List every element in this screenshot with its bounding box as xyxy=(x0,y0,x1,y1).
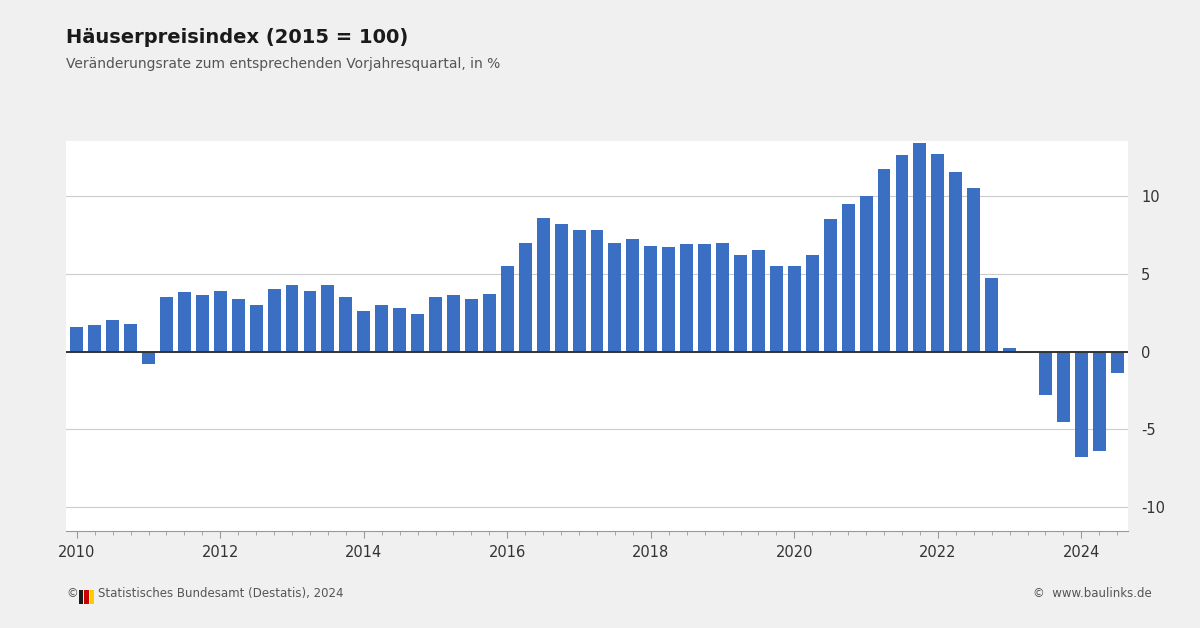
Bar xyxy=(178,293,191,352)
Text: Häuserpreisindex (2015 = 100): Häuserpreisindex (2015 = 100) xyxy=(66,28,408,47)
Bar xyxy=(214,291,227,352)
Bar xyxy=(464,298,478,352)
Bar xyxy=(304,291,317,352)
Bar xyxy=(500,266,514,352)
Bar xyxy=(877,170,890,352)
Bar xyxy=(340,297,353,352)
Bar xyxy=(536,218,550,352)
Bar xyxy=(322,284,335,352)
Bar xyxy=(394,308,406,352)
Bar xyxy=(106,320,119,352)
Text: ©: © xyxy=(66,587,78,600)
Bar xyxy=(268,290,281,352)
Bar xyxy=(662,247,676,352)
Bar xyxy=(806,255,818,352)
Bar xyxy=(430,297,442,352)
Bar xyxy=(590,230,604,352)
Bar xyxy=(1093,352,1105,452)
Bar xyxy=(680,244,694,352)
Bar xyxy=(698,244,712,352)
Bar xyxy=(859,196,872,352)
Bar xyxy=(142,352,155,364)
Bar xyxy=(518,242,532,352)
Bar xyxy=(895,155,908,352)
Bar xyxy=(949,173,962,352)
Bar xyxy=(734,255,746,352)
Bar xyxy=(716,242,730,352)
Bar xyxy=(250,305,263,352)
Bar xyxy=(71,327,83,352)
Bar xyxy=(1075,352,1088,457)
Bar xyxy=(1039,352,1052,395)
Bar xyxy=(626,239,640,352)
Bar xyxy=(358,311,371,352)
Text: Veränderungsrate zum entsprechenden Vorjahresquartal, in %: Veränderungsrate zum entsprechenden Vorj… xyxy=(66,57,500,70)
Bar xyxy=(124,323,137,352)
Bar xyxy=(232,298,245,352)
Text: Statistisches Bundesamt (Destatis), 2024: Statistisches Bundesamt (Destatis), 2024 xyxy=(98,587,344,600)
Bar xyxy=(788,266,800,352)
Bar xyxy=(196,296,209,352)
Bar xyxy=(89,325,101,352)
Bar xyxy=(823,219,836,352)
Bar xyxy=(1021,352,1034,353)
Bar xyxy=(770,266,782,352)
Bar xyxy=(572,230,586,352)
Bar xyxy=(1057,352,1070,421)
Bar xyxy=(752,251,764,352)
Bar xyxy=(913,143,926,352)
Bar xyxy=(608,242,622,352)
Bar xyxy=(286,284,299,352)
Bar xyxy=(554,224,568,352)
Bar xyxy=(1111,352,1123,374)
Bar xyxy=(376,305,388,352)
Bar xyxy=(967,188,980,352)
Bar xyxy=(644,246,658,352)
Bar xyxy=(448,296,460,352)
Bar xyxy=(841,203,854,352)
Bar xyxy=(1003,349,1016,352)
Bar xyxy=(160,297,173,352)
Bar xyxy=(482,294,496,352)
Bar xyxy=(412,314,424,352)
Text: ©  www.baulinks.de: © www.baulinks.de xyxy=(1033,587,1152,600)
Bar xyxy=(931,154,944,352)
Bar xyxy=(985,278,998,352)
